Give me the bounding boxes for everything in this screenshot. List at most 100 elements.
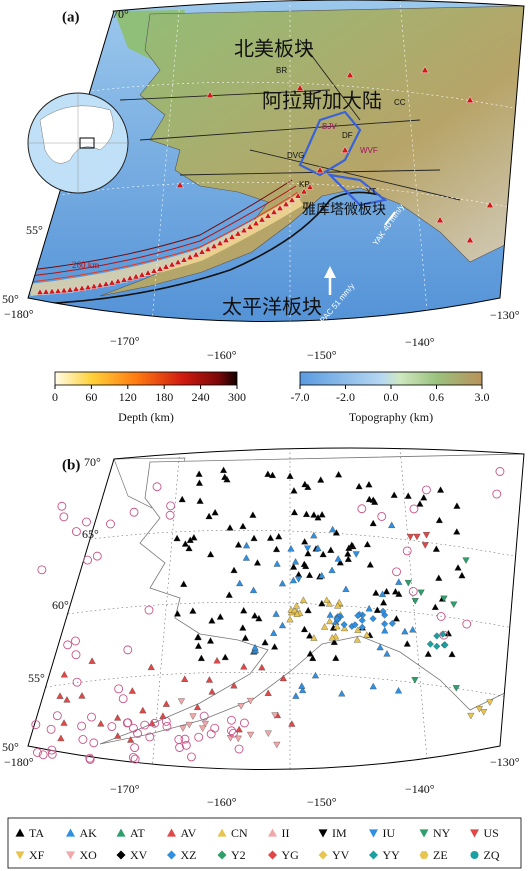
station bbox=[413, 533, 421, 541]
station bbox=[411, 677, 419, 684]
volcano bbox=[204, 245, 212, 252]
station bbox=[216, 613, 224, 620]
volcano bbox=[90, 282, 98, 289]
station bbox=[186, 752, 196, 762]
panel-label: (a) bbox=[62, 9, 80, 25]
place-label: BR bbox=[276, 66, 287, 75]
station bbox=[199, 711, 209, 721]
volcano bbox=[421, 66, 429, 73]
station bbox=[180, 580, 188, 587]
station bbox=[273, 560, 281, 567]
station bbox=[180, 734, 190, 744]
station bbox=[60, 719, 68, 726]
colorbar-tick-label: 120 bbox=[119, 390, 137, 404]
station bbox=[462, 619, 472, 629]
station bbox=[175, 743, 184, 752]
place-label: KP bbox=[299, 180, 310, 189]
volcano bbox=[228, 233, 236, 240]
lat-label: 55° bbox=[28, 671, 45, 685]
station bbox=[355, 482, 363, 490]
station bbox=[378, 590, 387, 597]
station bbox=[306, 571, 314, 578]
station bbox=[181, 540, 189, 547]
volcano bbox=[174, 258, 182, 265]
station bbox=[264, 470, 272, 477]
station bbox=[47, 749, 57, 759]
lat-label: 60° bbox=[52, 598, 69, 612]
station bbox=[336, 558, 344, 566]
legend-label: XF bbox=[29, 848, 45, 862]
station bbox=[114, 732, 122, 739]
legend-symbol bbox=[268, 850, 277, 860]
legend-symbol bbox=[15, 828, 25, 837]
station bbox=[290, 606, 299, 614]
station bbox=[83, 555, 92, 565]
station bbox=[354, 612, 362, 620]
station bbox=[118, 694, 128, 704]
volcano bbox=[168, 260, 176, 268]
station bbox=[97, 720, 105, 727]
station bbox=[139, 706, 147, 714]
station bbox=[247, 731, 255, 739]
station bbox=[52, 711, 62, 721]
station bbox=[326, 617, 334, 625]
station bbox=[89, 738, 99, 748]
station bbox=[275, 532, 283, 540]
station bbox=[408, 586, 418, 596]
colorbar-tick-label: 0.0 bbox=[384, 390, 399, 404]
station bbox=[344, 555, 352, 562]
station bbox=[227, 715, 236, 725]
legend-label: YY bbox=[383, 848, 401, 862]
station bbox=[432, 545, 440, 552]
station bbox=[128, 752, 138, 762]
station bbox=[114, 714, 122, 721]
legend-symbol bbox=[369, 829, 378, 838]
volcano bbox=[258, 215, 266, 223]
station bbox=[332, 654, 340, 661]
station bbox=[358, 616, 366, 624]
legend-symbol bbox=[419, 829, 429, 838]
station bbox=[492, 489, 502, 499]
station bbox=[453, 528, 461, 535]
station bbox=[416, 500, 424, 507]
station bbox=[242, 541, 251, 549]
station bbox=[189, 713, 197, 720]
station bbox=[409, 626, 417, 633]
station bbox=[424, 650, 432, 657]
lon-label: −170° bbox=[110, 782, 140, 796]
station bbox=[392, 615, 400, 622]
station bbox=[365, 495, 373, 503]
station bbox=[495, 467, 505, 476]
legend-label: II bbox=[282, 826, 290, 840]
station bbox=[475, 706, 483, 713]
station bbox=[71, 527, 81, 537]
station bbox=[78, 692, 86, 699]
volcano bbox=[346, 71, 354, 78]
legend-label: ZE bbox=[433, 848, 448, 862]
station bbox=[246, 697, 255, 705]
station bbox=[314, 514, 322, 521]
station bbox=[328, 634, 336, 641]
yak-arrow bbox=[384, 211, 396, 226]
station bbox=[365, 480, 373, 488]
station bbox=[249, 586, 258, 594]
station bbox=[234, 735, 242, 743]
station bbox=[379, 607, 387, 615]
volcano bbox=[192, 250, 200, 258]
legend-symbol bbox=[167, 850, 176, 860]
station bbox=[310, 531, 318, 539]
station bbox=[295, 576, 303, 583]
station bbox=[302, 510, 311, 517]
station bbox=[227, 726, 236, 736]
station bbox=[352, 551, 360, 558]
station bbox=[85, 755, 95, 764]
topo-colorbar bbox=[299, 371, 483, 386]
legend-symbol bbox=[167, 828, 176, 837]
station bbox=[402, 546, 412, 556]
volcano bbox=[222, 236, 230, 243]
legend-symbol bbox=[268, 828, 277, 837]
station bbox=[266, 534, 275, 541]
station bbox=[450, 601, 458, 608]
lat-label: 50° bbox=[2, 740, 19, 754]
station bbox=[264, 689, 272, 696]
